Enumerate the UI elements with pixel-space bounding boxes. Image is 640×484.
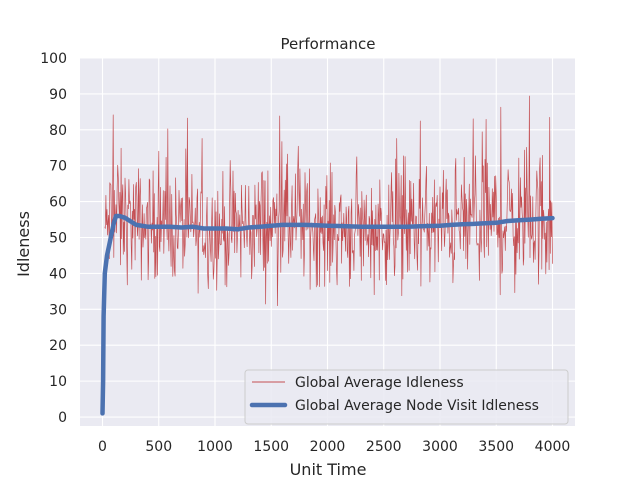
series-layer [100, 95, 555, 416]
legend-label-node-visit-idleness: Global Average Node Visit Idleness [295, 398, 539, 414]
y-tick-label: 70 [49, 159, 67, 175]
y-tick-labels: 0 10 20 30 40 50 60 70 80 90 100 [40, 51, 67, 426]
y-tick-label: 0 [58, 410, 67, 426]
x-tick-label: 3000 [422, 439, 458, 455]
y-tick-label: 50 [49, 231, 67, 247]
x-tick-label: 2500 [366, 439, 402, 455]
y-tick-label: 90 [49, 87, 67, 103]
y-tick-label: 30 [49, 302, 67, 318]
x-tick-label: 500 [145, 439, 172, 455]
legend-label-global-average-idleness: Global Average Idleness [295, 375, 464, 391]
x-tick-label: 3500 [478, 439, 514, 455]
series-global-average-idleness [104, 95, 553, 307]
y-tick-label: 100 [40, 51, 67, 67]
x-tick-label: 0 [98, 439, 107, 455]
legend-box [244, 369, 569, 425]
x-axis-label: Unit Time [290, 460, 367, 479]
x-tick-label: 1000 [197, 439, 233, 455]
y-tick-label: 80 [49, 123, 67, 139]
y-tick-label: 20 [49, 338, 67, 354]
x-tick-label: 1500 [253, 439, 289, 455]
chart-title: Performance [280, 35, 375, 53]
y-axis-label: Idleness [14, 211, 33, 277]
y-tick-label: 60 [49, 195, 67, 211]
x-tick-label: 4000 [535, 439, 571, 455]
x-tick-labels: 0 500 1000 1500 2000 2500 3000 3500 4000 [98, 439, 570, 455]
y-tick-label: 10 [49, 374, 67, 390]
x-tick-label: 2000 [310, 439, 346, 455]
y-tick-label: 40 [49, 266, 67, 282]
legend: Global Average Idleness Global Average N… [244, 369, 569, 425]
series-global-average-node-visit-idleness [100, 213, 555, 416]
